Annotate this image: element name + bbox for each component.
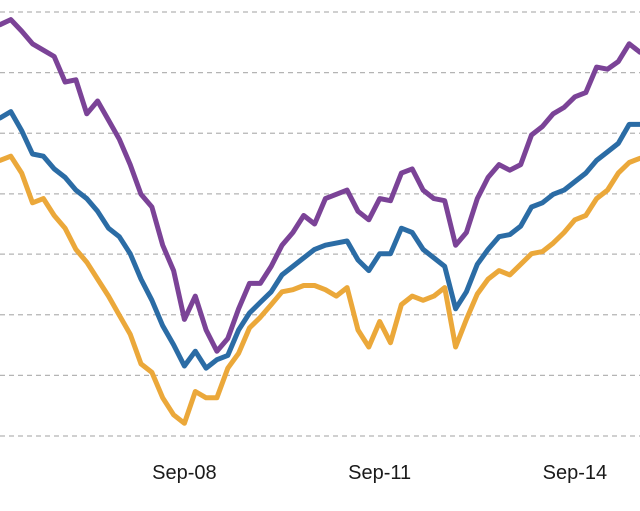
series-line-0 xyxy=(0,17,640,354)
x-tick-label: Sep-11 xyxy=(348,462,411,484)
x-tick-label: Sep-08 xyxy=(152,462,217,484)
x-axis-tick-labels: Sep-08 Sep-11 Sep-14 xyxy=(152,462,607,484)
series-lines xyxy=(0,17,640,426)
x-tick-label: Sep-14 xyxy=(543,462,608,484)
gridlines xyxy=(0,11,640,437)
series-line-2 xyxy=(0,153,640,426)
series-line-1 xyxy=(0,109,640,371)
